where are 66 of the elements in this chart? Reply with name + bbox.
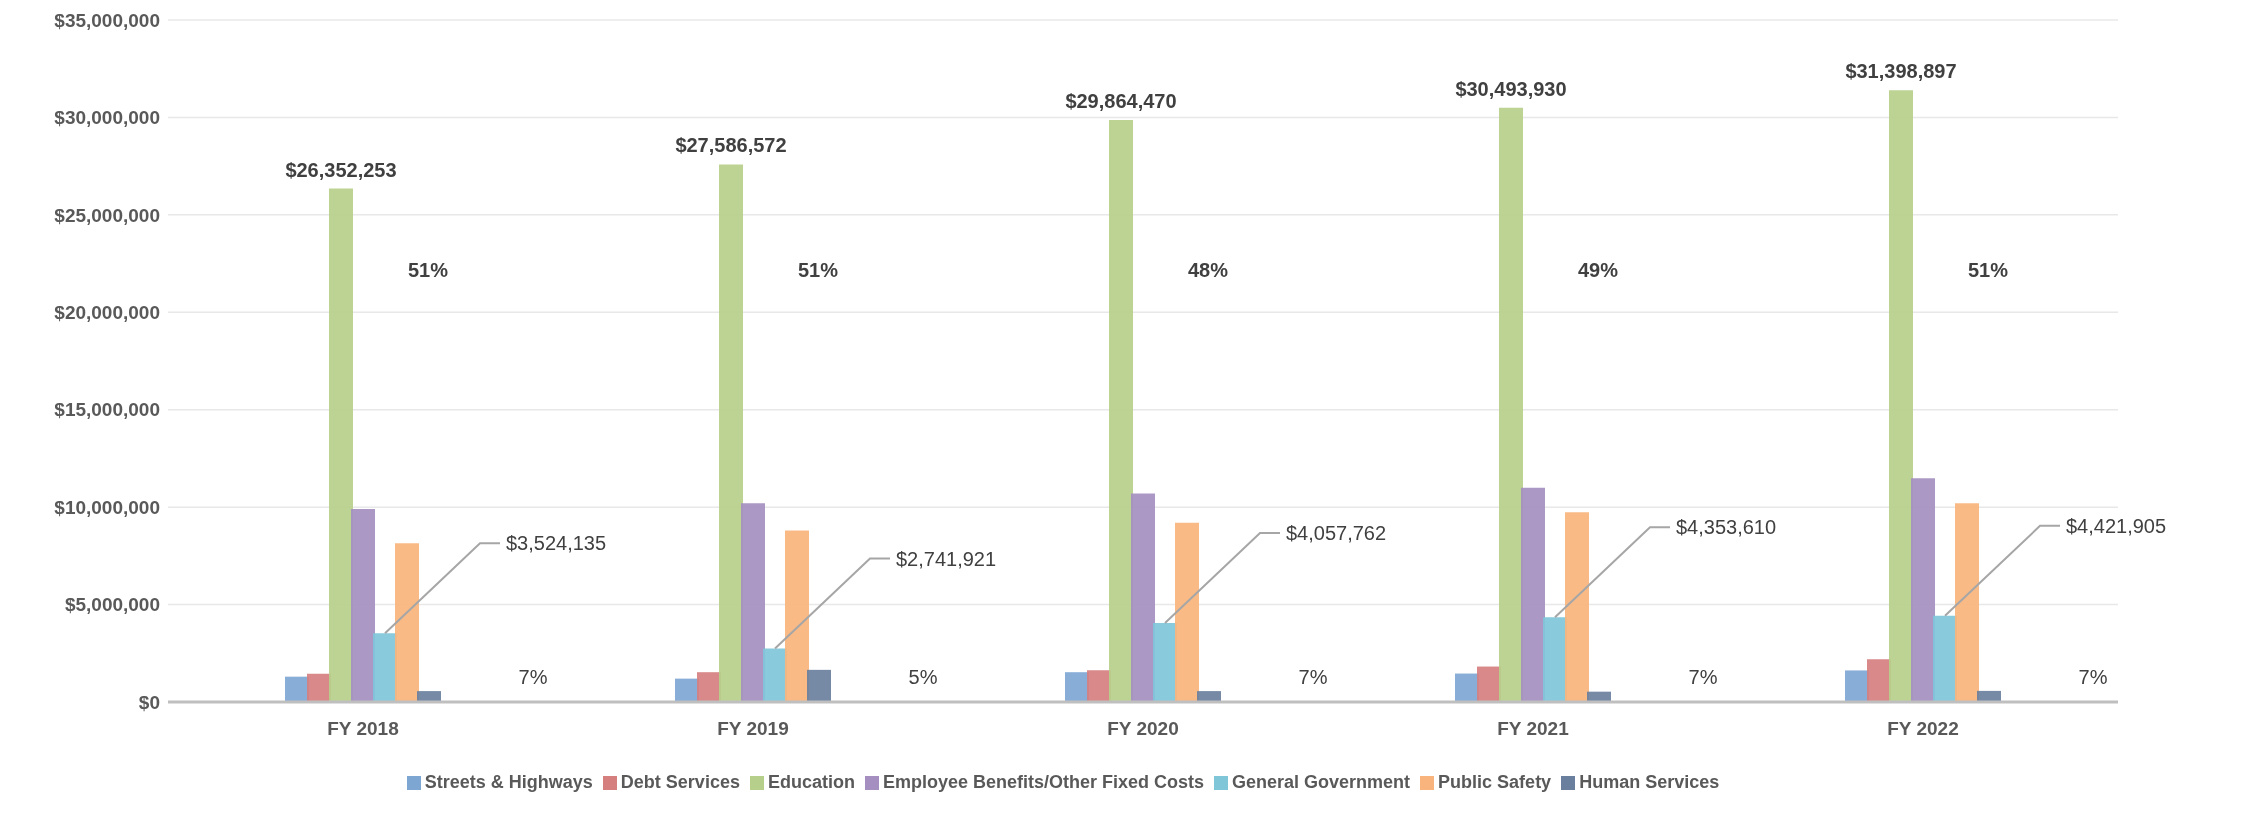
annotation: 51% (407, 258, 449, 281)
x-tick-label: FY 2021 (1497, 718, 1570, 740)
data-label: $3,524,135 (506, 532, 607, 555)
annotation: 7% (1688, 665, 1718, 688)
y-tick-label: $15,000,000 (54, 399, 160, 421)
annotation: 48% (1187, 258, 1229, 281)
bar (1955, 503, 1979, 702)
bar (329, 188, 353, 702)
annotation: 7% (1298, 665, 1328, 688)
annotation: 5% (908, 665, 938, 688)
data-label: $4,353,610 (1676, 516, 1777, 539)
bar (741, 503, 765, 702)
y-tick-label: $10,000,000 (54, 496, 160, 518)
legend-label: Education (767, 772, 855, 792)
annotation: 51% (797, 258, 839, 281)
legend-label: Employee Benefits/Other Fixed Costs (882, 772, 1205, 792)
legend-label: General Government (1232, 772, 1411, 792)
bar (1109, 120, 1133, 702)
data-label: $2,741,921 (896, 547, 997, 570)
x-tick-label: FY 2022 (1887, 718, 1959, 740)
legend-label: Public Safety (1438, 772, 1552, 792)
bar (1175, 522, 1199, 702)
x-tick-label: FY 2018 (327, 718, 399, 740)
data-label: $27,586,572 (675, 134, 787, 157)
legend-label: Streets & Highways (424, 772, 593, 792)
annotation: 7% (2078, 665, 2108, 688)
y-tick-label: $5,000,000 (64, 594, 160, 616)
data-label: $29,864,470 (1065, 90, 1177, 113)
legend-label: Human Services (1579, 772, 1720, 792)
bar (395, 543, 419, 702)
bar (1521, 487, 1545, 702)
bar (373, 633, 397, 702)
bar (785, 530, 809, 702)
data-label: $31,398,897 (1845, 60, 1957, 83)
x-tick-label: FY 2020 (1107, 718, 1179, 740)
x-tick-label: FY 2019 (717, 718, 789, 740)
bar (1499, 107, 1523, 702)
bar (1543, 617, 1567, 702)
annotation: 51% (1967, 258, 2009, 281)
bar (1565, 512, 1589, 702)
bar (807, 669, 831, 702)
bar (1845, 670, 1869, 702)
data-label: $30,493,930 (1455, 77, 1567, 100)
y-tick-label: $25,000,000 (54, 204, 160, 226)
y-tick-label: $30,000,000 (54, 107, 160, 129)
bar (1977, 690, 2001, 702)
y-tick-label: $0 (138, 691, 160, 713)
y-tick-label: $20,000,000 (54, 302, 160, 324)
bar (1889, 90, 1913, 702)
bar (1197, 691, 1221, 702)
bar (1153, 622, 1177, 702)
y-tick-label: $35,000,000 (54, 9, 160, 31)
bar (1867, 659, 1891, 702)
bar (1087, 670, 1111, 702)
bar (351, 509, 375, 702)
data-label: $4,057,762 (1286, 521, 1387, 544)
bar (1911, 478, 1935, 702)
bar (719, 164, 743, 702)
bar (417, 691, 441, 702)
data-label: $26,352,253 (285, 158, 397, 181)
bar (1131, 493, 1155, 702)
legend-label: Debt Services (620, 772, 740, 792)
annotation: 49% (1577, 258, 1619, 281)
bar (1933, 615, 1957, 702)
data-label: $4,421,905 (2066, 514, 2167, 537)
annotation: 7% (518, 665, 548, 688)
